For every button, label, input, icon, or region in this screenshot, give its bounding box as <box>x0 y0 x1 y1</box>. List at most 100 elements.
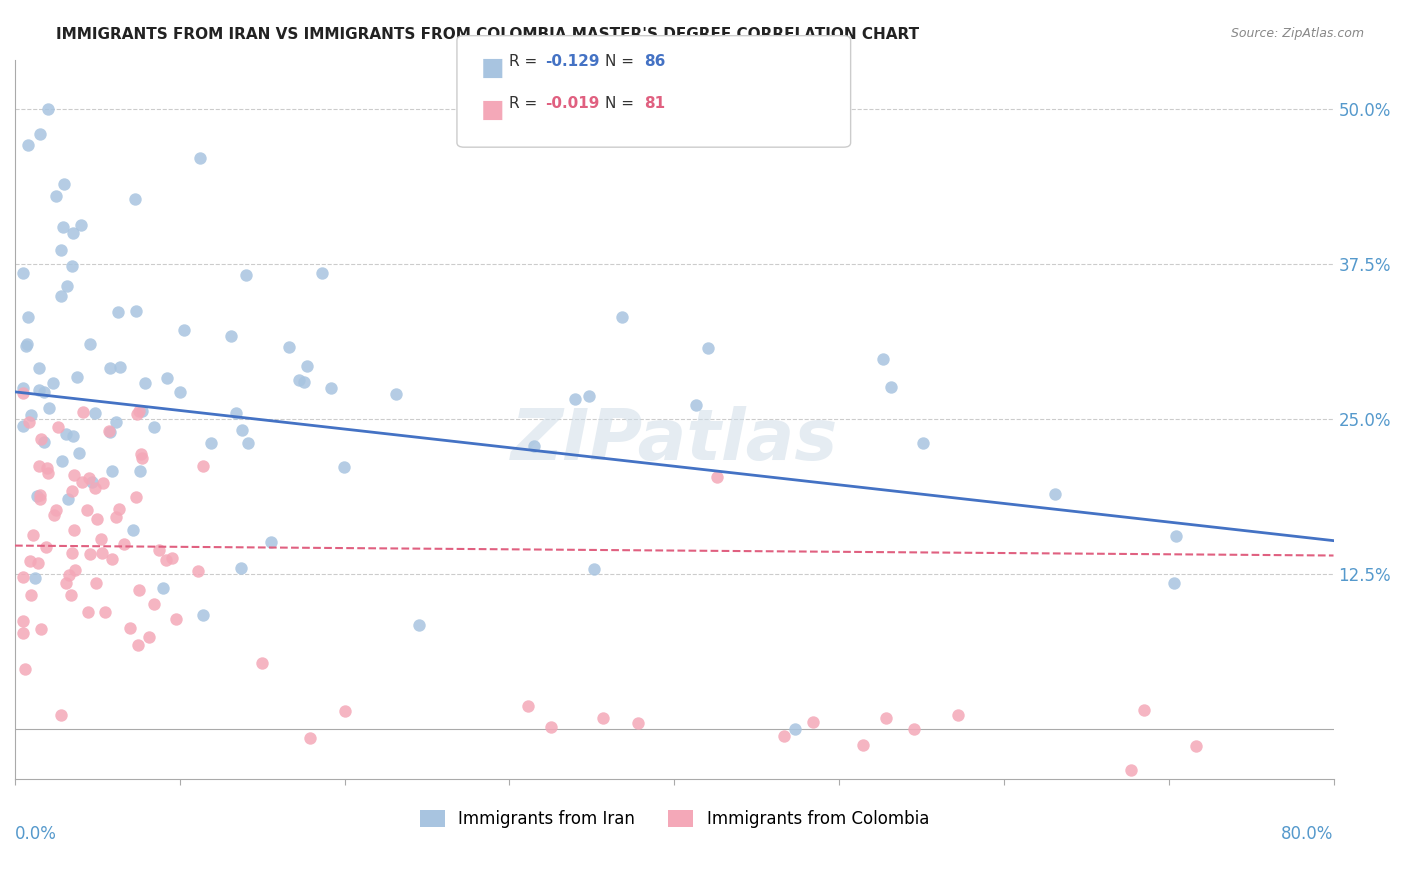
Point <box>295 359 318 373</box>
Point <box>235 268 257 282</box>
Point <box>70 475 93 490</box>
Point <box>69 218 91 232</box>
Point <box>45 503 67 517</box>
Text: ■: ■ <box>481 56 505 80</box>
Point <box>1163 575 1185 590</box>
Point <box>142 420 165 434</box>
Point <box>49 708 72 723</box>
Point <box>112 537 135 551</box>
Point <box>225 406 247 420</box>
Point <box>127 638 149 652</box>
Point <box>292 375 315 389</box>
Point <box>697 341 720 355</box>
Point <box>236 435 259 450</box>
Point <box>876 711 898 725</box>
Point <box>772 729 794 743</box>
Point <box>912 436 935 450</box>
Point <box>65 370 87 384</box>
Point <box>52 220 75 235</box>
Point <box>319 382 342 396</box>
Point <box>56 492 79 507</box>
Point <box>45 189 67 203</box>
Text: 0.0%: 0.0% <box>15 825 56 844</box>
Point <box>138 631 160 645</box>
Point <box>28 488 51 502</box>
Point <box>134 376 156 390</box>
Text: R =: R = <box>509 54 543 70</box>
Point <box>108 501 131 516</box>
Point <box>28 383 51 397</box>
Point <box>30 492 52 507</box>
Point <box>84 406 107 420</box>
Point <box>51 243 73 257</box>
Point <box>610 310 633 324</box>
Point <box>72 405 94 419</box>
Point <box>128 583 150 598</box>
Point <box>706 470 728 484</box>
Point <box>105 509 128 524</box>
Point <box>187 564 209 578</box>
Point <box>38 401 60 415</box>
Point <box>27 556 49 570</box>
Point <box>17 310 39 325</box>
Point <box>335 704 357 718</box>
Point <box>408 618 430 632</box>
Point <box>80 475 103 490</box>
Point <box>90 533 112 547</box>
Point <box>1043 486 1066 500</box>
Point <box>18 415 41 429</box>
Point <box>169 384 191 399</box>
Point <box>53 177 76 191</box>
Point <box>578 389 600 403</box>
Point <box>125 304 148 318</box>
Point <box>76 503 98 517</box>
Point <box>129 447 152 461</box>
Point <box>63 468 86 483</box>
Text: N =: N = <box>605 96 638 112</box>
Point <box>79 547 101 561</box>
Point <box>94 605 117 619</box>
Point <box>93 475 115 490</box>
Point <box>37 102 59 116</box>
Point <box>20 408 42 422</box>
Text: R =: R = <box>509 96 543 112</box>
Point <box>13 614 35 628</box>
Point <box>59 588 82 602</box>
Point <box>564 392 586 407</box>
Point <box>131 451 153 466</box>
Point <box>1132 703 1154 717</box>
Point <box>46 420 69 434</box>
Point <box>14 339 37 353</box>
Point <box>108 359 131 374</box>
Point <box>63 523 86 537</box>
Point <box>583 562 606 576</box>
Point <box>104 415 127 429</box>
Point <box>148 542 170 557</box>
Point <box>35 461 58 475</box>
Point <box>260 534 283 549</box>
Point <box>44 508 66 523</box>
Point <box>160 551 183 566</box>
Point <box>28 458 51 473</box>
Point <box>24 571 46 585</box>
Point <box>785 722 807 736</box>
Point <box>13 385 35 400</box>
Point <box>231 423 253 437</box>
Point <box>60 546 83 560</box>
Text: 80.0%: 80.0% <box>1281 825 1333 844</box>
Point <box>56 279 79 293</box>
Point <box>30 622 52 636</box>
Point <box>107 304 129 318</box>
Point <box>592 711 614 725</box>
Point <box>65 563 87 577</box>
Point <box>129 464 152 478</box>
Point <box>86 512 108 526</box>
Point <box>60 483 83 498</box>
Point <box>685 398 707 412</box>
Point <box>903 723 925 737</box>
Point <box>277 340 299 354</box>
Point <box>101 464 124 478</box>
Point <box>51 453 73 467</box>
Point <box>200 435 222 450</box>
Point <box>121 523 143 537</box>
